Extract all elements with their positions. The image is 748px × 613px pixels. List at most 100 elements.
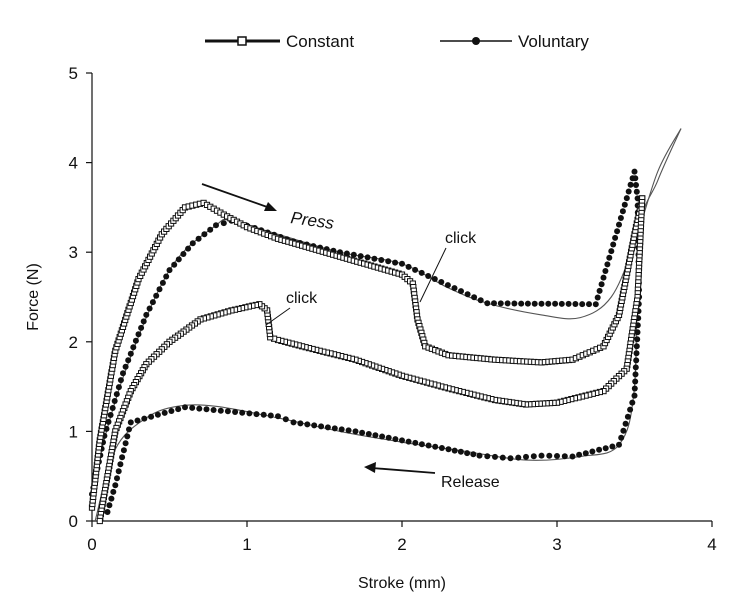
- voluntary-point: [331, 425, 338, 432]
- voluntary-point: [371, 255, 378, 262]
- voluntary-point: [378, 257, 385, 263]
- voluntary-point: [260, 411, 267, 418]
- voluntary-point: [631, 385, 638, 392]
- voluntary-point: [432, 443, 439, 450]
- voluntary-point: [412, 439, 419, 446]
- legend: Constant Voluntary: [205, 32, 589, 51]
- voluntary-point: [621, 201, 628, 208]
- voluntary-point: [120, 447, 127, 454]
- press-arrow: [201, 183, 271, 209]
- voluntary-point: [110, 488, 117, 495]
- voluntary-point: [350, 251, 357, 258]
- voluntary-point: [132, 337, 139, 344]
- voluntary-point: [201, 231, 208, 238]
- constant-point: [96, 517, 103, 525]
- voluntary-point: [125, 357, 132, 364]
- voluntary-point: [444, 282, 451, 289]
- voluntary-point: [458, 288, 464, 295]
- y-ticks: 0 1 2 3 4 5: [69, 64, 92, 531]
- y-tick-label: 0: [69, 512, 78, 531]
- constant-points: [88, 195, 646, 525]
- voluntary-point: [471, 294, 478, 301]
- voluntary-point: [418, 269, 425, 276]
- release-arrow: [371, 467, 436, 474]
- voluntary-point: [596, 287, 603, 294]
- legend-item-constant: Constant: [205, 32, 354, 51]
- voluntary-point: [224, 408, 231, 415]
- voluntary-point: [213, 222, 219, 229]
- voluntary-point: [154, 411, 161, 418]
- voluntary-point: [612, 234, 619, 241]
- voluntary-point: [504, 300, 511, 307]
- voluntary-point: [385, 434, 392, 441]
- y-tick-label: 2: [69, 333, 78, 352]
- voluntary-point: [600, 274, 607, 281]
- voluntary-point: [304, 421, 311, 428]
- voluntary-point: [122, 440, 129, 447]
- voluntary-point: [159, 279, 166, 286]
- voluntary-point: [634, 329, 641, 336]
- voluntary-point: [524, 300, 531, 307]
- voluntary-point: [246, 410, 253, 417]
- voluntary-point: [616, 441, 622, 448]
- voluntary-point: [592, 301, 599, 308]
- voluntary-point: [618, 434, 625, 441]
- voluntary-point: [579, 301, 586, 308]
- voluntary-point: [405, 438, 412, 445]
- voluntary-point: [385, 258, 392, 265]
- voluntary-point: [282, 416, 289, 423]
- voluntary-point: [141, 415, 148, 422]
- voluntary-point: [632, 371, 639, 378]
- voluntary-point: [425, 442, 432, 449]
- voluntary-point: [507, 455, 514, 462]
- voluntary-point: [108, 495, 115, 502]
- voluntary-point: [545, 300, 552, 307]
- voluntary-point: [140, 318, 147, 325]
- press-arrowhead: [264, 202, 277, 211]
- voluntary-point: [146, 305, 153, 312]
- x-tick-label: 1: [242, 535, 251, 554]
- voluntary-point: [586, 301, 592, 308]
- voluntary-point: [632, 378, 639, 385]
- voluntary-point: [609, 443, 616, 450]
- voluntary-point: [130, 344, 137, 351]
- voluntary-point: [115, 384, 122, 391]
- voluntary-point: [617, 215, 624, 221]
- voluntary-point: [633, 343, 640, 350]
- voluntary-point: [253, 411, 260, 418]
- voluntary-point: [399, 437, 405, 444]
- voluntary-point: [149, 299, 156, 306]
- y-axis-title: Force (N): [25, 263, 42, 331]
- voluntary-point: [217, 407, 224, 414]
- voluntary-point: [438, 279, 445, 285]
- voluntary-point: [518, 300, 525, 307]
- voluntary-point: [203, 406, 210, 413]
- voluntary-point: [345, 427, 352, 434]
- voluntary-point: [457, 448, 464, 455]
- voluntary-point: [163, 273, 170, 280]
- legend-item-voluntary: Voluntary: [440, 32, 589, 51]
- y-tick-label: 3: [69, 243, 78, 262]
- voluntary-point: [109, 405, 116, 411]
- voluntary-release-curve: [94, 128, 682, 522]
- voluntary-point: [182, 404, 188, 411]
- voluntary-point: [625, 188, 632, 195]
- voluntary-point: [111, 398, 118, 404]
- click-lower-pointer: [265, 307, 291, 326]
- voluntary-press-curve: [91, 128, 682, 486]
- voluntary-curves: [91, 128, 682, 522]
- voluntary-point: [175, 256, 182, 263]
- voluntary-point: [484, 300, 491, 307]
- legend-label-constant: Constant: [286, 32, 354, 51]
- voluntary-point: [392, 259, 399, 266]
- voluntary-point: [196, 405, 203, 412]
- voluntary-point: [438, 445, 445, 451]
- voluntary-point: [168, 408, 175, 414]
- voluntary-point: [425, 273, 432, 279]
- voluntary-point: [451, 447, 458, 454]
- voluntary-point: [311, 422, 318, 429]
- x-tick-label: 4: [707, 535, 716, 554]
- voluntary-point: [464, 450, 471, 457]
- legend-marker-voluntary: [472, 37, 480, 45]
